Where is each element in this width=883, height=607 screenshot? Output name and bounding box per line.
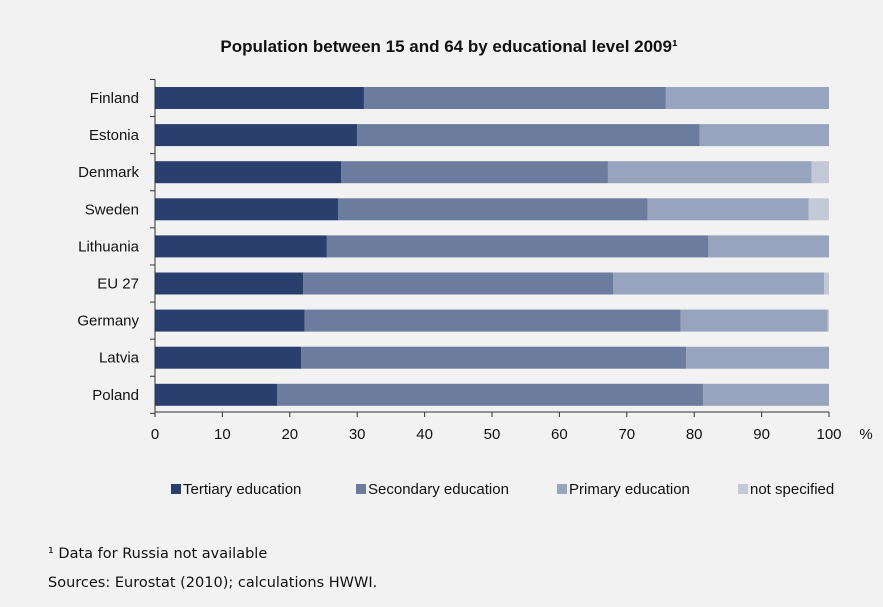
legend: Tertiary education Secondary education Pri…	[171, 481, 834, 498]
x-unit-label: %	[859, 426, 872, 443]
footnote: ¹ Data for Russia not available	[48, 546, 268, 562]
bar-sweden-secondary-education	[338, 198, 648, 221]
bar-poland-primary-education	[702, 383, 829, 406]
bar-denmark-primary-education	[607, 161, 812, 184]
category-label-latvia: Latvia	[99, 350, 140, 367]
bar-denmark-not-specified	[811, 161, 829, 184]
bar-eu-27-secondary-education	[303, 272, 614, 295]
bar-finland-primary-education	[665, 87, 829, 109]
category-label-finland: Finland	[90, 90, 139, 107]
x-tick-label-20: 20	[281, 426, 298, 443]
bar-estonia-tertiary-education	[155, 124, 358, 147]
category-label-sweden: Sweden	[85, 201, 139, 218]
legend-swatch-secondary-education	[356, 484, 366, 494]
x-tick-label-70: 70	[618, 426, 635, 443]
bar-estonia-secondary-education	[357, 124, 700, 147]
axes-group: Finland Estonia Denmark Sweden Lithuania EU 2…	[77, 78, 873, 443]
legend-swatch-not-specified	[738, 484, 748, 494]
bar-latvia-primary-education	[686, 346, 829, 369]
x-tick-label-80: 80	[686, 426, 703, 443]
legend-swatch-tertiary-education	[171, 484, 181, 494]
x-tick-label-0: 0	[151, 426, 159, 443]
bar-lithuania-primary-education	[708, 235, 829, 258]
bar-germany-secondary-education	[304, 309, 681, 332]
bar-germany-primary-education	[680, 309, 828, 332]
legend-swatch-primary-education	[557, 484, 567, 494]
category-label-denmark: Denmark	[78, 164, 139, 181]
bar-finland-secondary-education	[363, 87, 666, 109]
bar-eu-27-not-specified	[824, 272, 829, 295]
legend-label-not-specified: not specified	[750, 481, 834, 498]
bar-eu-27-primary-education	[613, 272, 825, 295]
category-label-poland: Poland	[92, 387, 139, 404]
bar-denmark-tertiary-education	[155, 161, 342, 184]
x-tick-label-100: 100	[816, 426, 841, 443]
bar-latvia-secondary-education	[301, 346, 687, 369]
bar-poland-tertiary-education	[155, 383, 277, 406]
bar-eu-27-tertiary-education	[155, 272, 304, 295]
legend-label-secondary-education: Secondary education	[368, 481, 509, 498]
x-tick-label-50: 50	[484, 426, 501, 443]
bars-group	[155, 87, 829, 406]
bar-sweden-primary-education	[647, 198, 809, 221]
category-label-eu-27: EU 27	[97, 276, 139, 293]
category-label-estonia: Estonia	[89, 127, 140, 144]
chart-title: Population between 15 and 64 by educatio…	[220, 37, 678, 56]
bar-finland-tertiary-education	[155, 87, 364, 109]
category-label-lithuania: Lithuania	[78, 238, 140, 255]
bar-lithuania-tertiary-education	[155, 235, 327, 258]
x-tick-label-40: 40	[416, 426, 433, 443]
bar-germany-tertiary-education	[155, 309, 305, 332]
bar-denmark-secondary-education	[341, 161, 608, 184]
bar-estonia-primary-education	[699, 124, 829, 147]
legend-label-tertiary-education: Tertiary education	[183, 481, 301, 498]
bar-sweden-not-specified	[808, 198, 829, 221]
x-tick-label-10: 10	[214, 426, 231, 443]
bar-lithuania-secondary-education	[326, 235, 709, 258]
bar-latvia-tertiary-education	[155, 346, 302, 369]
legend-label-primary-education: Primary education	[569, 481, 690, 498]
category-label-germany: Germany	[77, 313, 139, 330]
x-tick-label-90: 90	[753, 426, 770, 443]
x-tick-label-60: 60	[551, 426, 568, 443]
bar-poland-secondary-education	[276, 383, 703, 406]
bar-sweden-tertiary-education	[155, 198, 339, 221]
x-tick-label-30: 30	[349, 426, 366, 443]
source-note: Sources: Eurostat (2010); calculations H…	[48, 575, 378, 591]
bar-germany-not-specified	[827, 309, 829, 332]
